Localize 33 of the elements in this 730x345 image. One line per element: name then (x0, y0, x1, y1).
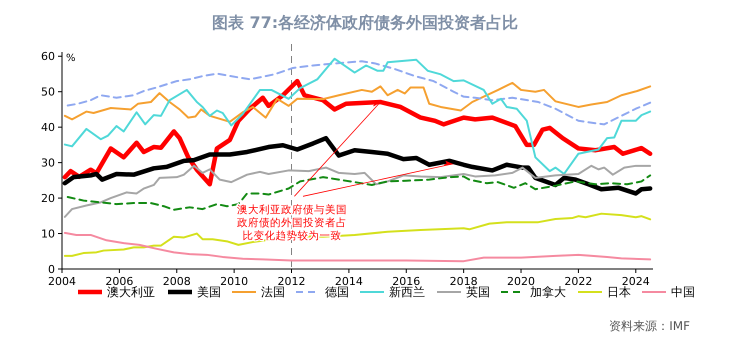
legend-label: 法国 (261, 285, 285, 300)
y-axis-title: % (66, 53, 76, 64)
x-tick-label: 2020 (507, 275, 536, 288)
y-tick-label: 20 (41, 192, 55, 205)
y-tick-label: 30 (41, 156, 55, 170)
x-tick-label: 2012 (278, 275, 306, 288)
x-tick-label: 2024 (622, 275, 650, 288)
y-tick-label: 50 (41, 86, 55, 99)
x-tick-label: 2010 (220, 275, 248, 288)
legend-label: 澳大利亚 (107, 285, 155, 300)
text: 资料来源：IMF (609, 319, 690, 333)
legend-label: 加拿大 (530, 285, 566, 300)
legend-label: 新西兰 (389, 285, 425, 300)
x-tick-label: 2014 (334, 275, 363, 288)
line-series (66, 60, 652, 126)
y-tick-label: 60 (41, 50, 55, 64)
x-tick-label: 2004 (48, 275, 76, 288)
line-series (64, 232, 652, 262)
line-series (64, 164, 652, 218)
x-tick-label: 2008 (162, 275, 191, 288)
x-tick-label: 2022 (564, 275, 592, 288)
line-series (64, 212, 652, 257)
y-tick-label: 10 (41, 227, 55, 240)
chart-title: 图表 77:各经济体政府债务外国投资者占比 (212, 13, 518, 32)
legend-label: 美国 (197, 285, 221, 300)
line-series (64, 82, 652, 123)
y-tick-label: 0 (48, 262, 55, 276)
legend-label: 中国 (671, 285, 695, 300)
line-series (62, 78, 652, 187)
legend-label: 日本 (607, 285, 631, 300)
legend-label: 德国 (325, 285, 349, 300)
y-tick-label: 40 (41, 121, 55, 134)
legend-label: 英国 (466, 285, 490, 300)
